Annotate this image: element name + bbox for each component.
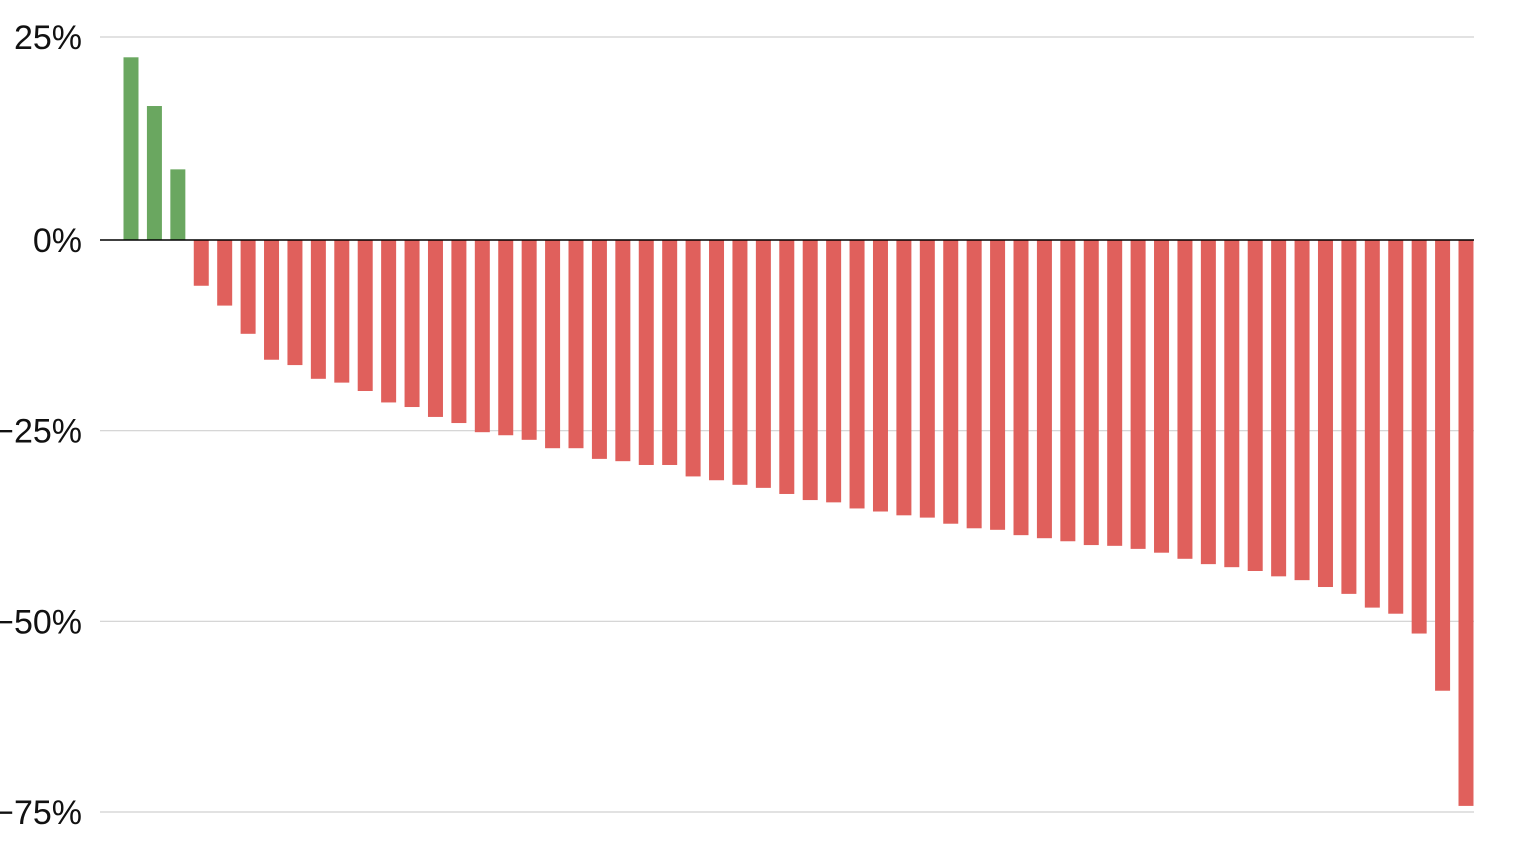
bar-negative [826, 240, 842, 503]
bar-negative [732, 240, 748, 485]
bar-negative [521, 240, 537, 440]
y-tick-label: −50% [0, 603, 82, 641]
bar-negative [427, 240, 443, 417]
bar-positive [170, 169, 186, 240]
bar-negative [802, 240, 818, 501]
bar-negative [709, 240, 725, 481]
bar-negative [568, 240, 584, 449]
bar-negative [310, 240, 326, 379]
bar-negative [591, 240, 607, 459]
bar-negative [1060, 240, 1076, 542]
y-tick-label: 0% [33, 222, 82, 260]
bar-negative [240, 240, 256, 334]
bar-negative [1177, 240, 1193, 559]
bar-negative [896, 240, 912, 516]
bar-negative [1458, 240, 1474, 806]
bar-negative [404, 240, 420, 408]
bar-negative [1435, 240, 1451, 691]
bar-negative [334, 240, 350, 383]
y-tick-label: −25% [0, 413, 82, 451]
bar-negative [872, 240, 888, 512]
bar-negative [638, 240, 654, 465]
bar-negative [545, 240, 561, 449]
bar-negative [755, 240, 771, 488]
bar-negative [1107, 240, 1123, 546]
bar-negative [1130, 240, 1146, 549]
bar-negative [849, 240, 865, 509]
bar-negative [943, 240, 959, 524]
bar-positive [123, 57, 139, 240]
y-tick-label: 25% [14, 19, 82, 57]
bar-negative [1294, 240, 1310, 581]
bar-negative [1013, 240, 1029, 536]
bar-negative [1200, 240, 1216, 565]
bar-negative [1083, 240, 1099, 546]
bar-negative [357, 240, 373, 392]
bar-negative [474, 240, 490, 433]
bar-negative [1341, 240, 1357, 594]
bar-negative [662, 240, 678, 465]
bar-negative [919, 240, 935, 518]
bar-negative [264, 240, 280, 360]
bar-negative [1317, 240, 1333, 588]
bar-negative [966, 240, 982, 529]
bar-negative [1036, 240, 1052, 539]
bar-negative [990, 240, 1006, 530]
bar-negative [1388, 240, 1404, 614]
bar-negative [193, 240, 209, 286]
bar-negative [451, 240, 467, 424]
bar-negative [1224, 240, 1240, 568]
bar-negative [381, 240, 397, 403]
bar-negative [685, 240, 701, 477]
bar-positive [146, 106, 162, 241]
bar-negative [1271, 240, 1287, 577]
bar-negative [498, 240, 514, 436]
y-tick-label: −75% [0, 794, 82, 832]
bar-negative [779, 240, 795, 494]
bar-negative [1154, 240, 1170, 553]
bar-negative [217, 240, 233, 306]
bar-negative [1411, 240, 1427, 634]
bar-negative [1247, 240, 1263, 571]
bar-negative [615, 240, 631, 462]
bar-negative [1364, 240, 1380, 608]
bar-negative [287, 240, 303, 366]
